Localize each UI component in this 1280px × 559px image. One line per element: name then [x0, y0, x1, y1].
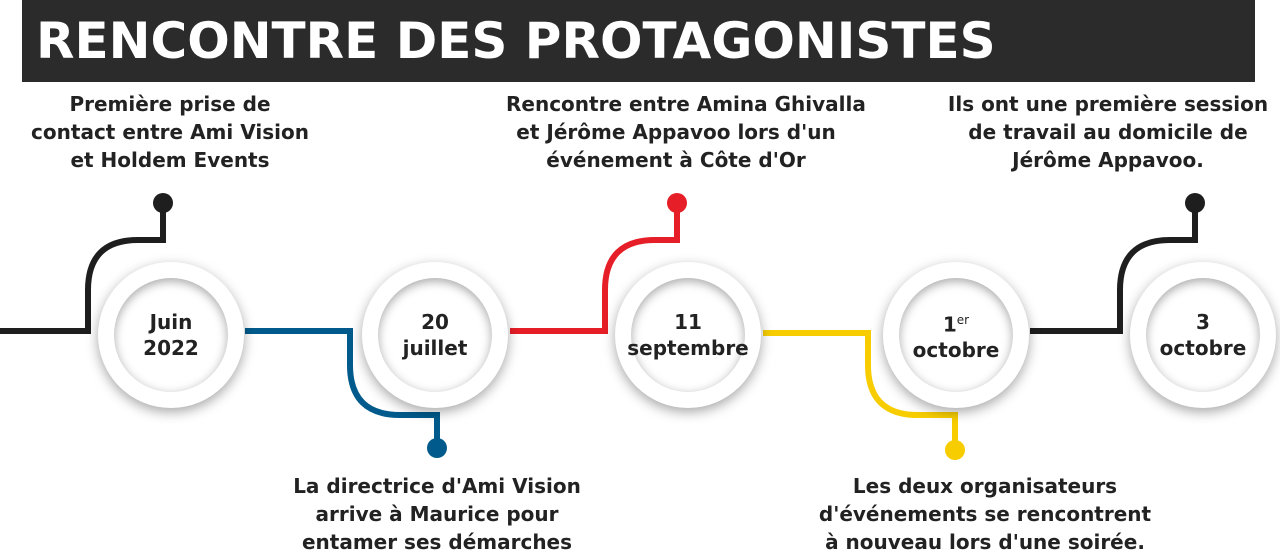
date-month: juillet [402, 336, 468, 360]
description-line: contact entre Ami Vision [31, 120, 309, 144]
date-month: octobre [1159, 336, 1247, 360]
date-day: 3 [1196, 310, 1210, 334]
date-node-4: 1er octobre [883, 262, 1029, 408]
date-superscript: er [956, 312, 970, 327]
dot-black-2 [1185, 193, 1205, 213]
event-description-1: Première prise de contact entre Ami Visi… [0, 90, 340, 174]
date-month: octobre [912, 338, 1000, 363]
date-node-1: Juin 2022 [98, 262, 244, 408]
description-line: arrive à Maurice pour [315, 502, 559, 526]
date-node-2: 20 juillet [362, 262, 508, 408]
description-line: et Jérôme Appavoo lors d'un [516, 120, 836, 144]
description-line: La directrice d'Ami Vision [293, 474, 581, 498]
description-line: et Holdem Events [70, 148, 270, 172]
dot-blue [427, 438, 447, 458]
description-line: Première prise de [69, 92, 271, 116]
description-line: d'événements se rencontrent [818, 502, 1152, 526]
dot-yellow [945, 440, 965, 460]
event-description-5: Ils ont une première session de travail … [938, 90, 1278, 174]
description-line: de travail au domicile de [968, 120, 1248, 144]
connector-red [510, 205, 680, 334]
connector-black-1 [0, 205, 166, 334]
description-line: à nouveau lors d'une soirée. [825, 530, 1145, 554]
description-line: événement à Côte d'Or [546, 148, 806, 172]
event-description-3: Rencontre entre Amina Ghivalla et Jérôme… [506, 90, 866, 174]
date-day: 1 [942, 312, 957, 337]
date-day: 11 [674, 310, 702, 334]
date-month: 2022 [143, 336, 199, 360]
date-node-5: 3 octobre [1130, 262, 1276, 408]
description-line: Ils ont une première session [947, 92, 1269, 116]
date-day: Juin [149, 310, 193, 334]
description-line: Rencontre entre Amina Ghivalla [506, 92, 866, 116]
dot-red [667, 193, 687, 213]
title-bar: RENCONTRE DES PROTAGONISTES [22, 0, 1255, 82]
event-description-4: Les deux organisateurs d'événements se r… [815, 472, 1155, 556]
dot-black-1 [153, 193, 173, 213]
page-title: RENCONTRE DES PROTAGONISTES [36, 12, 996, 70]
description-line: Les deux organisateurs [852, 474, 1118, 498]
connector-yellow [763, 330, 958, 450]
description-line: entamer ses démarches [301, 530, 573, 554]
connector-blue [245, 328, 440, 448]
date-day: 20 [421, 310, 449, 334]
event-description-2: La directrice d'Ami Vision arrive à Maur… [267, 472, 607, 556]
description-line: Jérôme Appavoo. [1012, 148, 1204, 172]
date-node-3: 11 septembre [615, 262, 761, 408]
connector-black-2 [1030, 205, 1198, 334]
date-month: septembre [627, 336, 749, 360]
